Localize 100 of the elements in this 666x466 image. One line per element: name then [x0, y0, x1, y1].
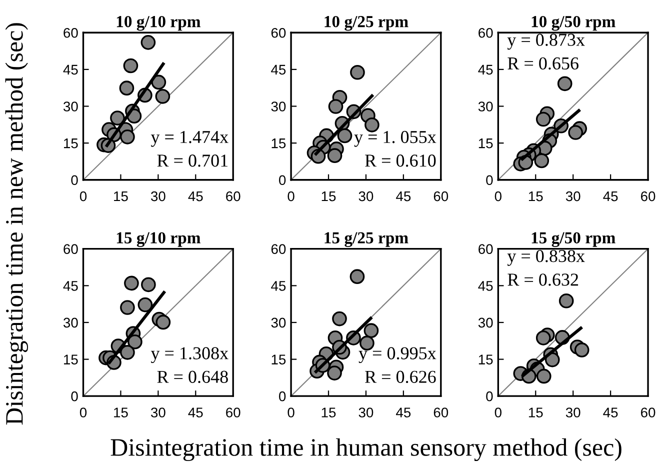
- x-tick-label: 15: [114, 191, 128, 202]
- y-tick-label: 0: [279, 391, 286, 402]
- chart-title: 10 g/25 rpm: [324, 16, 408, 31]
- x-tick-label: 60: [641, 408, 656, 418]
- annotation: y = 1.308x: [150, 347, 228, 364]
- y-tick-label: 45: [271, 64, 286, 75]
- chart-title: 10 g/10 rpm: [116, 16, 200, 31]
- x-tick-label: 30: [150, 191, 166, 202]
- point: [332, 311, 347, 326]
- point: [364, 323, 379, 338]
- y-tick-label: 45: [63, 281, 78, 291]
- y-tick-label: 45: [271, 281, 286, 291]
- y-tick-label: 30: [271, 102, 286, 112]
- point: [536, 368, 552, 384]
- x-tick-label: 60: [226, 191, 240, 202]
- point: [123, 58, 138, 74]
- point: [140, 35, 156, 50]
- point: [155, 89, 170, 104]
- x-tick-label: 60: [226, 408, 240, 418]
- x-tick-label: 45: [188, 191, 203, 202]
- point: [558, 293, 574, 308]
- point: [156, 314, 171, 330]
- x-tick-label: 45: [188, 408, 203, 418]
- x-tick-label: 0: [494, 408, 502, 418]
- y-tick-label: 60: [271, 244, 286, 254]
- point: [120, 344, 135, 360]
- point: [360, 336, 374, 351]
- point: [120, 300, 135, 315]
- chart-title: 15 g/10 rpm: [116, 232, 200, 247]
- x-tick-label: 45: [603, 408, 618, 418]
- x-tick-label: 45: [603, 191, 618, 202]
- point: [536, 330, 551, 346]
- x-tick-label: 15: [528, 408, 543, 418]
- x-tick-label: 30: [566, 191, 580, 202]
- chart-title: 10 g/50 rpm: [532, 16, 616, 31]
- y-tick-label: 60: [271, 28, 286, 38]
- x-tick-label: 15: [322, 191, 336, 202]
- y-tick-label: 30: [63, 318, 78, 328]
- y-tick-label: 15: [64, 138, 78, 148]
- x-axis-title: Disintegration time in human sensory method (sec): [110, 438, 622, 462]
- annotation: y = 1. 055x: [354, 130, 436, 147]
- point: [364, 117, 380, 132]
- point: [124, 276, 139, 291]
- point: [350, 269, 365, 284]
- point: [151, 74, 166, 90]
- point: [534, 153, 550, 168]
- y-tick-label: 45: [478, 64, 493, 75]
- point: [557, 76, 572, 92]
- annotation: R = 0.610: [365, 154, 436, 167]
- y-tick-label: 45: [478, 281, 493, 291]
- annotation: R = 0.656: [508, 57, 578, 70]
- annotation: y = 0.873x: [507, 34, 585, 50]
- x-tick-label: 45: [396, 191, 411, 202]
- x-tick-label: 45: [396, 408, 411, 418]
- y-tick-label: 0: [486, 391, 493, 402]
- point: [120, 130, 135, 144]
- point: [337, 128, 352, 144]
- point: [350, 64, 365, 80]
- point: [327, 148, 342, 163]
- point: [536, 112, 551, 127]
- x-tick-label: 60: [434, 408, 448, 418]
- annotation: R = 0.648: [157, 370, 228, 384]
- point: [128, 334, 142, 350]
- y-tick-label: 15: [272, 138, 286, 148]
- y-tick-label: 60: [64, 244, 78, 254]
- y-tick-label: 60: [478, 244, 493, 254]
- x-tick-label: 15: [114, 408, 128, 418]
- y-axis-title: Disintegration time in new method (sec): [5, 23, 28, 425]
- annotation: R = 0.626: [365, 370, 436, 384]
- annotation: R = 0.701: [157, 154, 228, 167]
- x-tick-label: 0: [80, 408, 87, 418]
- point: [327, 366, 342, 380]
- chart-title: 15 g/25 rpm: [324, 232, 408, 247]
- point: [574, 342, 590, 358]
- x-tick-label: 30: [150, 408, 166, 418]
- point: [110, 110, 125, 126]
- x-tick-label: 30: [358, 408, 374, 418]
- x-tick-label: 15: [528, 191, 543, 202]
- annotation: y = 1.474x: [150, 131, 228, 147]
- y-tick-label: 0: [71, 391, 78, 402]
- y-tick-label: 45: [63, 64, 78, 75]
- chart-title: 15 g/50 rpm: [532, 232, 616, 247]
- annotation: y = 0.995x: [358, 347, 436, 364]
- point: [141, 277, 156, 292]
- annotation: y = 0.838x: [507, 250, 585, 266]
- y-tick-label: 30: [478, 318, 493, 328]
- x-tick-label: 15: [322, 408, 336, 418]
- y-tick-label: 60: [64, 28, 78, 38]
- y-tick-label: 0: [279, 175, 286, 186]
- x-tick-label: 30: [566, 408, 580, 418]
- annotation: R = 0.632: [508, 274, 578, 286]
- y-tick-label: 15: [478, 138, 493, 148]
- y-tick-label: 15: [478, 354, 493, 364]
- x-tick-label: 30: [358, 191, 374, 202]
- x-tick-label: 0: [494, 191, 502, 202]
- point: [328, 99, 344, 114]
- x-tick-label: 60: [434, 191, 448, 202]
- y-tick-label: 0: [486, 175, 493, 186]
- point: [138, 297, 153, 312]
- x-tick-label: 0: [288, 191, 294, 202]
